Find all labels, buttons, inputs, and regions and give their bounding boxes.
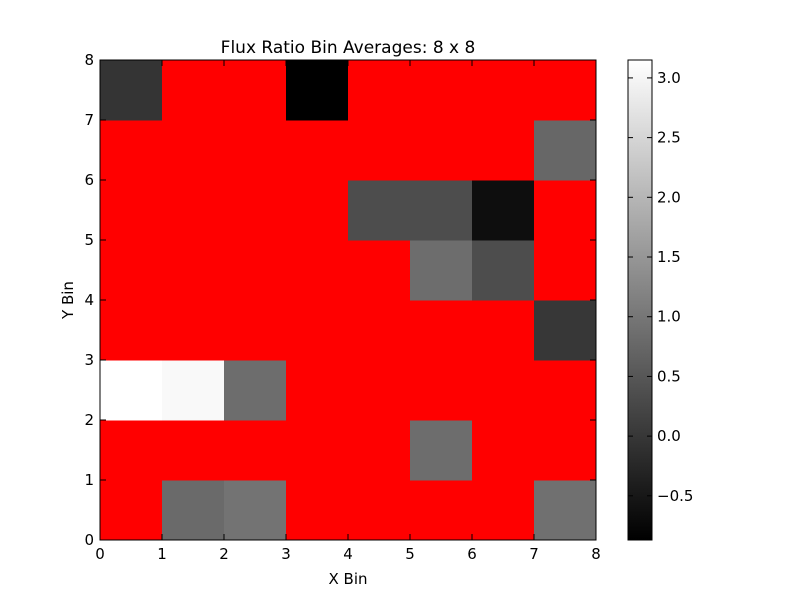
- colorbar-tick-label: −0.5: [657, 487, 693, 505]
- colorbar: [627, 59, 653, 541]
- heatmap-cell: [534, 180, 597, 241]
- heatmap-cell: [348, 240, 411, 301]
- heatmap-cell: [410, 480, 473, 541]
- y-tick-label: 7: [84, 111, 94, 129]
- heatmap-cell: [162, 420, 225, 481]
- y-tick-label: 6: [84, 171, 94, 189]
- heatmap-cell: [100, 60, 163, 121]
- heatmap-cell: [410, 240, 473, 301]
- heatmap-cell: [472, 240, 535, 301]
- y-axis-label: Y Bin: [59, 281, 77, 320]
- heatmap-cell: [224, 120, 287, 181]
- heatmap-cell: [286, 480, 349, 541]
- heatmap-cell: [162, 180, 225, 241]
- heatmap-cell: [534, 240, 597, 301]
- y-tick-label: 4: [84, 291, 94, 309]
- heatmap-cell: [472, 420, 535, 481]
- heatmap-cells: [100, 60, 597, 541]
- x-tick-label: 4: [343, 545, 353, 563]
- heatmap-cell: [348, 420, 411, 481]
- heatmap-cell: [348, 360, 411, 421]
- x-tick-label: 8: [591, 545, 601, 563]
- x-tick-label: 6: [467, 545, 477, 563]
- heatmap-cell: [472, 120, 535, 181]
- heatmap-cell: [100, 240, 163, 301]
- heatmap-cell: [100, 480, 163, 541]
- y-tick-label: 0: [84, 531, 94, 549]
- heatmap-cell: [472, 180, 535, 241]
- heatmap-cell: [286, 120, 349, 181]
- heatmap-cell: [410, 180, 473, 241]
- heatmap-cell: [410, 360, 473, 421]
- heatmap-cell: [472, 480, 535, 541]
- heatmap-cell: [410, 120, 473, 181]
- colorbar-tick-label: 2.0: [657, 188, 681, 206]
- heatmap-cell: [162, 480, 225, 541]
- heatmap-cell: [100, 180, 163, 241]
- heatmap-cell: [348, 480, 411, 541]
- heatmap-cell: [100, 120, 163, 181]
- heatmap-cell: [162, 120, 225, 181]
- heatmap-cell: [534, 360, 597, 421]
- colorbar-ticks: −0.5 0.0 0.5 1.0 1.5 2.0 2.5 3.0: [628, 69, 693, 505]
- colorbar-tick-label: 0.0: [657, 427, 681, 445]
- y-tick-label: 5: [84, 231, 94, 249]
- heatmap-cell: [286, 420, 349, 481]
- heatmap-cell: [348, 180, 411, 241]
- heatmap-cell: [100, 420, 163, 481]
- chart-title: Flux Ratio Bin Averages: 8 x 8: [221, 38, 476, 58]
- heatmap-cell: [286, 300, 349, 361]
- heatmap-cell: [162, 240, 225, 301]
- heatmap-cell: [286, 240, 349, 301]
- x-tick-label: 0: [95, 545, 105, 563]
- heatmap-cell: [348, 300, 411, 361]
- x-axis-label: X Bin: [328, 570, 367, 588]
- y-tick-label: 1: [84, 471, 94, 489]
- heatmap-cell: [224, 480, 287, 541]
- heatmap-cell: [534, 60, 597, 121]
- heatmap-cell: [472, 360, 535, 421]
- heatmap-cell: [224, 420, 287, 481]
- heatmap-cell: [162, 60, 225, 121]
- x-tick-label: 2: [219, 545, 229, 563]
- x-tick-label: 5: [405, 545, 415, 563]
- heatmap-cell: [162, 360, 225, 421]
- colorbar-tick-label: 1.5: [657, 248, 681, 266]
- x-tick-label: 3: [281, 545, 291, 563]
- y-tick-label: 8: [84, 51, 94, 69]
- heatmap-cell: [286, 60, 349, 121]
- heatmap-cell: [410, 420, 473, 481]
- heatmap-cell: [410, 300, 473, 361]
- x-axis-ticks: 0 1 2 3 4 5 6 7 8: [95, 60, 601, 563]
- heatmap-cell: [472, 300, 535, 361]
- heatmap-cell: [348, 120, 411, 181]
- x-tick-label: 7: [529, 545, 539, 563]
- colorbar-tick-label: 1.0: [657, 308, 681, 326]
- y-tick-label: 3: [84, 351, 94, 369]
- colorbar-tick-label: 3.0: [657, 69, 681, 87]
- colorbar-tick-label: 0.5: [657, 367, 681, 385]
- heatmap-cell: [162, 300, 225, 361]
- heatmap-cell: [100, 300, 163, 361]
- heatmap-cell: [534, 420, 597, 481]
- heatmap-cell: [534, 480, 597, 541]
- y-tick-label: 2: [84, 411, 94, 429]
- heatmap-cell: [286, 360, 349, 421]
- heatmap-cell: [286, 180, 349, 241]
- heatmap-cell: [224, 300, 287, 361]
- heatmap-cell: [224, 240, 287, 301]
- heatmap-cell: [534, 120, 597, 181]
- heatmap-cell: [224, 180, 287, 241]
- heatmap-cell: [100, 360, 163, 421]
- x-tick-label: 1: [157, 545, 167, 563]
- heatmap-cell: [472, 60, 535, 121]
- heatmap-cell: [348, 60, 411, 121]
- colorbar-tick-label: 2.5: [657, 129, 681, 147]
- heatmap-cell: [224, 360, 287, 421]
- heatmap-cell: [224, 60, 287, 121]
- heatmap-cell: [410, 60, 473, 121]
- y-axis-ticks: 0 1 2 3 4 5 6 7 8: [84, 51, 596, 549]
- heatmap-cell: [534, 300, 597, 361]
